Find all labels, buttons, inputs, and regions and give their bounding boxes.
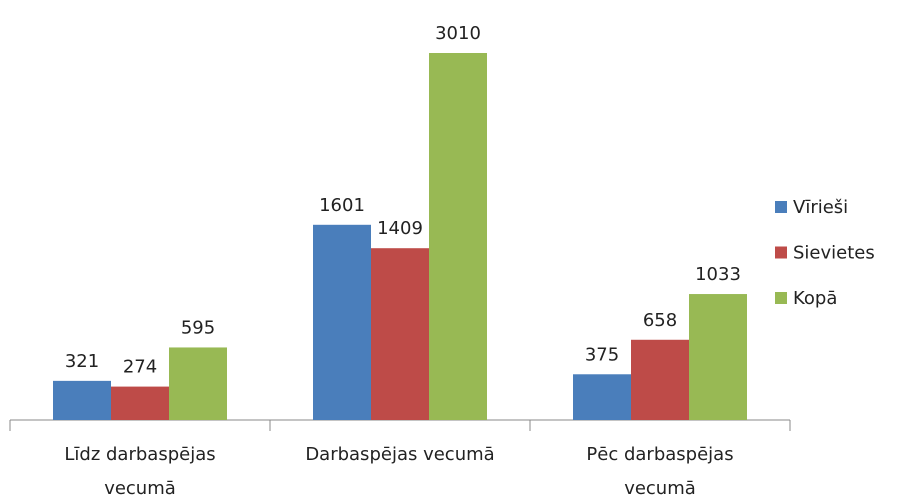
x-tick-label: Darbaspējas vecumā [305, 444, 495, 465]
value-label: 1409 [377, 218, 423, 239]
legend-swatch [775, 201, 787, 213]
value-label: 658 [643, 310, 677, 331]
value-label: 595 [181, 317, 215, 338]
bar [689, 294, 747, 420]
bar [313, 224, 371, 420]
legend-label: Sievietes [793, 243, 875, 264]
bar [631, 339, 689, 420]
value-label: 1601 [319, 195, 365, 216]
legend-swatch [775, 292, 787, 304]
bar [371, 248, 429, 420]
bar [573, 374, 631, 420]
bar [169, 347, 227, 420]
bar [429, 53, 487, 420]
bar [111, 386, 169, 420]
legend-label: Kopā [793, 288, 837, 309]
value-label: 1033 [695, 264, 741, 285]
legend-label: Vīrieši [793, 197, 848, 218]
x-tick-label: Līdz darbaspējas vecumā [64, 444, 216, 498]
value-label: 274 [123, 357, 157, 378]
legend-swatch [775, 246, 787, 259]
value-label: 375 [585, 344, 619, 365]
x-tick-label: Pēc darbaspējas vecumā [586, 444, 734, 498]
value-label: 3010 [435, 23, 481, 44]
bar [53, 380, 111, 420]
value-label: 321 [65, 351, 99, 372]
